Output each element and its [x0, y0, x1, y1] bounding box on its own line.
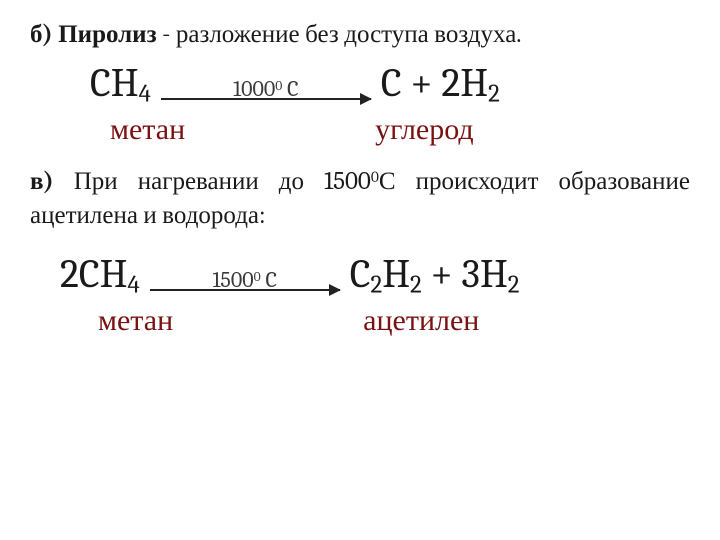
eq-b-lhs: CH4 — [90, 60, 151, 108]
eq-b-arrow: 10000 C — [161, 78, 371, 100]
eq-c-lhs-label: метан — [98, 303, 173, 338]
equation-c: 2CH4 15000 C C2H2 + 3H2 — [30, 251, 690, 299]
arrow-line-icon — [161, 98, 371, 100]
eq-c-condition: 15000 C — [212, 269, 276, 291]
eq-c-rhs: C2H2 + 3H2 — [350, 251, 520, 299]
eq-c-lhs: 2CH4 — [60, 251, 140, 299]
eq-b-rhs: C + 2H2 — [381, 60, 500, 108]
section-c-marker: в) — [30, 167, 54, 196]
section-c-temp: 15000С — [324, 167, 395, 196]
eq-c-rhs-label: ацетилен — [363, 303, 479, 338]
equation-b: CH4 10000 C C + 2H2 — [30, 60, 690, 108]
eq-b-lhs-label: метан — [110, 112, 185, 147]
eq-b-condition: 10000 C — [233, 78, 298, 100]
section-c-paragraph: в) При нагревании до 15000С происходит о… — [30, 165, 690, 233]
section-b-paragraph: б) Пиролиз - разложение без доступа возд… — [30, 18, 690, 52]
section-c-text-before: При нагревании до — [54, 167, 324, 196]
section-b-marker: б) — [30, 20, 53, 49]
eq-c-arrow: 15000 C — [150, 269, 340, 291]
eq-b-rhs-label: углерод — [375, 112, 473, 147]
section-b-heading-rest: - разложение без доступа воздуха. — [157, 20, 522, 49]
arrow-line-icon — [150, 289, 340, 291]
page: б) Пиролиз - разложение без доступа возд… — [0, 0, 720, 540]
section-b-heading-bold: Пиролиз — [58, 20, 156, 49]
eq-b-labels: метан углерод — [30, 112, 690, 147]
eq-c-labels: метан ацетилен — [30, 303, 690, 338]
